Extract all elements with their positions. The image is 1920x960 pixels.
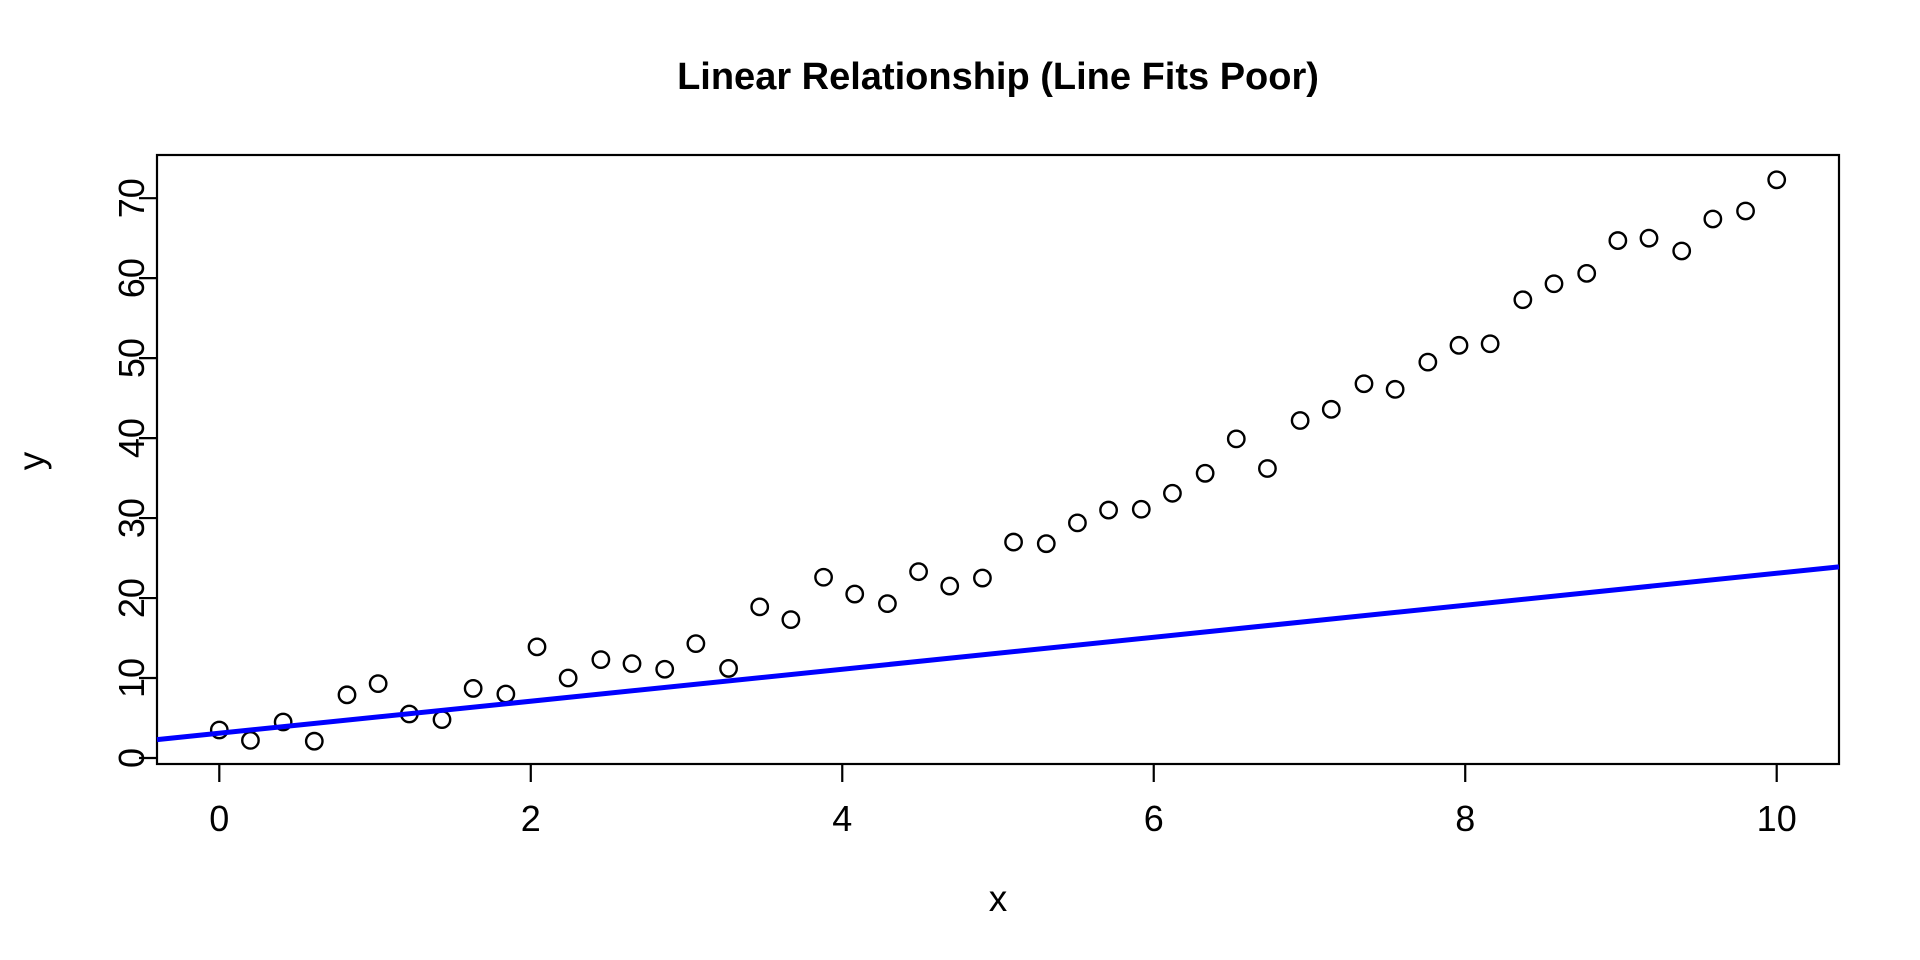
data-point xyxy=(1767,170,1787,190)
data-point xyxy=(1036,534,1056,554)
x-axis-label: x xyxy=(989,878,1008,919)
y-tick-label: 70 xyxy=(111,178,152,218)
data-point xyxy=(1354,374,1374,394)
data-point xyxy=(1544,274,1564,294)
fit-line-layer xyxy=(156,564,1840,743)
y-axis-label: y xyxy=(11,451,52,470)
y-tick-label: 10 xyxy=(111,658,152,698)
x-tick-label: 2 xyxy=(521,798,541,839)
data-point xyxy=(1004,532,1023,552)
data-point xyxy=(750,597,770,617)
data-point xyxy=(909,562,928,582)
data-point xyxy=(496,684,516,704)
data-point xyxy=(463,679,483,698)
data-point xyxy=(1608,231,1628,250)
data-point xyxy=(655,659,675,679)
data-point xyxy=(814,567,833,587)
data-point xyxy=(1195,463,1215,483)
data-point xyxy=(368,674,388,694)
data-point xyxy=(845,584,865,604)
data-point xyxy=(591,650,611,670)
data-point xyxy=(558,668,578,688)
data-point xyxy=(781,610,801,630)
plot-border xyxy=(155,153,1841,766)
y-tick-label: 20 xyxy=(111,578,152,618)
x-tick-label: 4 xyxy=(832,798,852,839)
data-point xyxy=(1418,352,1438,372)
data-point xyxy=(940,576,960,596)
data-point xyxy=(1258,459,1277,478)
x-axis-ticks xyxy=(218,764,1778,782)
data-point xyxy=(622,654,642,674)
data-point xyxy=(1290,411,1310,430)
scatter-points xyxy=(209,170,1787,751)
data-point xyxy=(1068,513,1087,533)
y-tick-label: 50 xyxy=(111,338,152,378)
data-point xyxy=(1672,241,1692,261)
regression-line xyxy=(156,564,1840,743)
data-point xyxy=(1321,399,1341,419)
y-tick-label: 0 xyxy=(111,748,152,768)
data-point xyxy=(1513,290,1533,310)
data-point xyxy=(1639,228,1659,248)
x-tick-label: 8 xyxy=(1455,798,1475,839)
y-tick-label: 30 xyxy=(111,498,152,538)
data-point xyxy=(1385,379,1405,399)
data-point xyxy=(1449,335,1469,355)
data-point xyxy=(878,594,897,614)
data-point xyxy=(1736,201,1755,221)
data-point xyxy=(273,712,293,732)
data-point xyxy=(1577,263,1597,283)
data-point xyxy=(432,710,452,730)
data-point xyxy=(719,659,738,678)
data-point xyxy=(304,731,324,751)
data-point xyxy=(1226,429,1246,449)
data-point xyxy=(686,634,706,654)
data-point xyxy=(527,637,547,657)
data-point xyxy=(1480,334,1500,354)
x-tick-label: 10 xyxy=(1757,798,1797,839)
data-point xyxy=(241,731,260,750)
x-axis-tick-labels: 0 2 4 6 8 10 xyxy=(209,798,1796,839)
y-tick-label: 60 xyxy=(111,258,152,298)
x-tick-label: 0 xyxy=(209,798,229,839)
y-axis-tick-labels: 0 10 20 30 40 50 60 70 xyxy=(111,178,152,768)
data-point xyxy=(1099,500,1118,520)
data-point xyxy=(337,685,357,705)
y-axis-ticks xyxy=(139,197,157,760)
data-point xyxy=(1703,209,1723,229)
data-point xyxy=(973,568,992,588)
chart-title: Linear Relationship (Line Fits Poor) xyxy=(677,56,1319,98)
x-tick-label: 6 xyxy=(1144,798,1164,839)
data-point xyxy=(1163,483,1182,503)
data-point xyxy=(1131,499,1151,519)
y-tick-label: 40 xyxy=(111,418,152,458)
